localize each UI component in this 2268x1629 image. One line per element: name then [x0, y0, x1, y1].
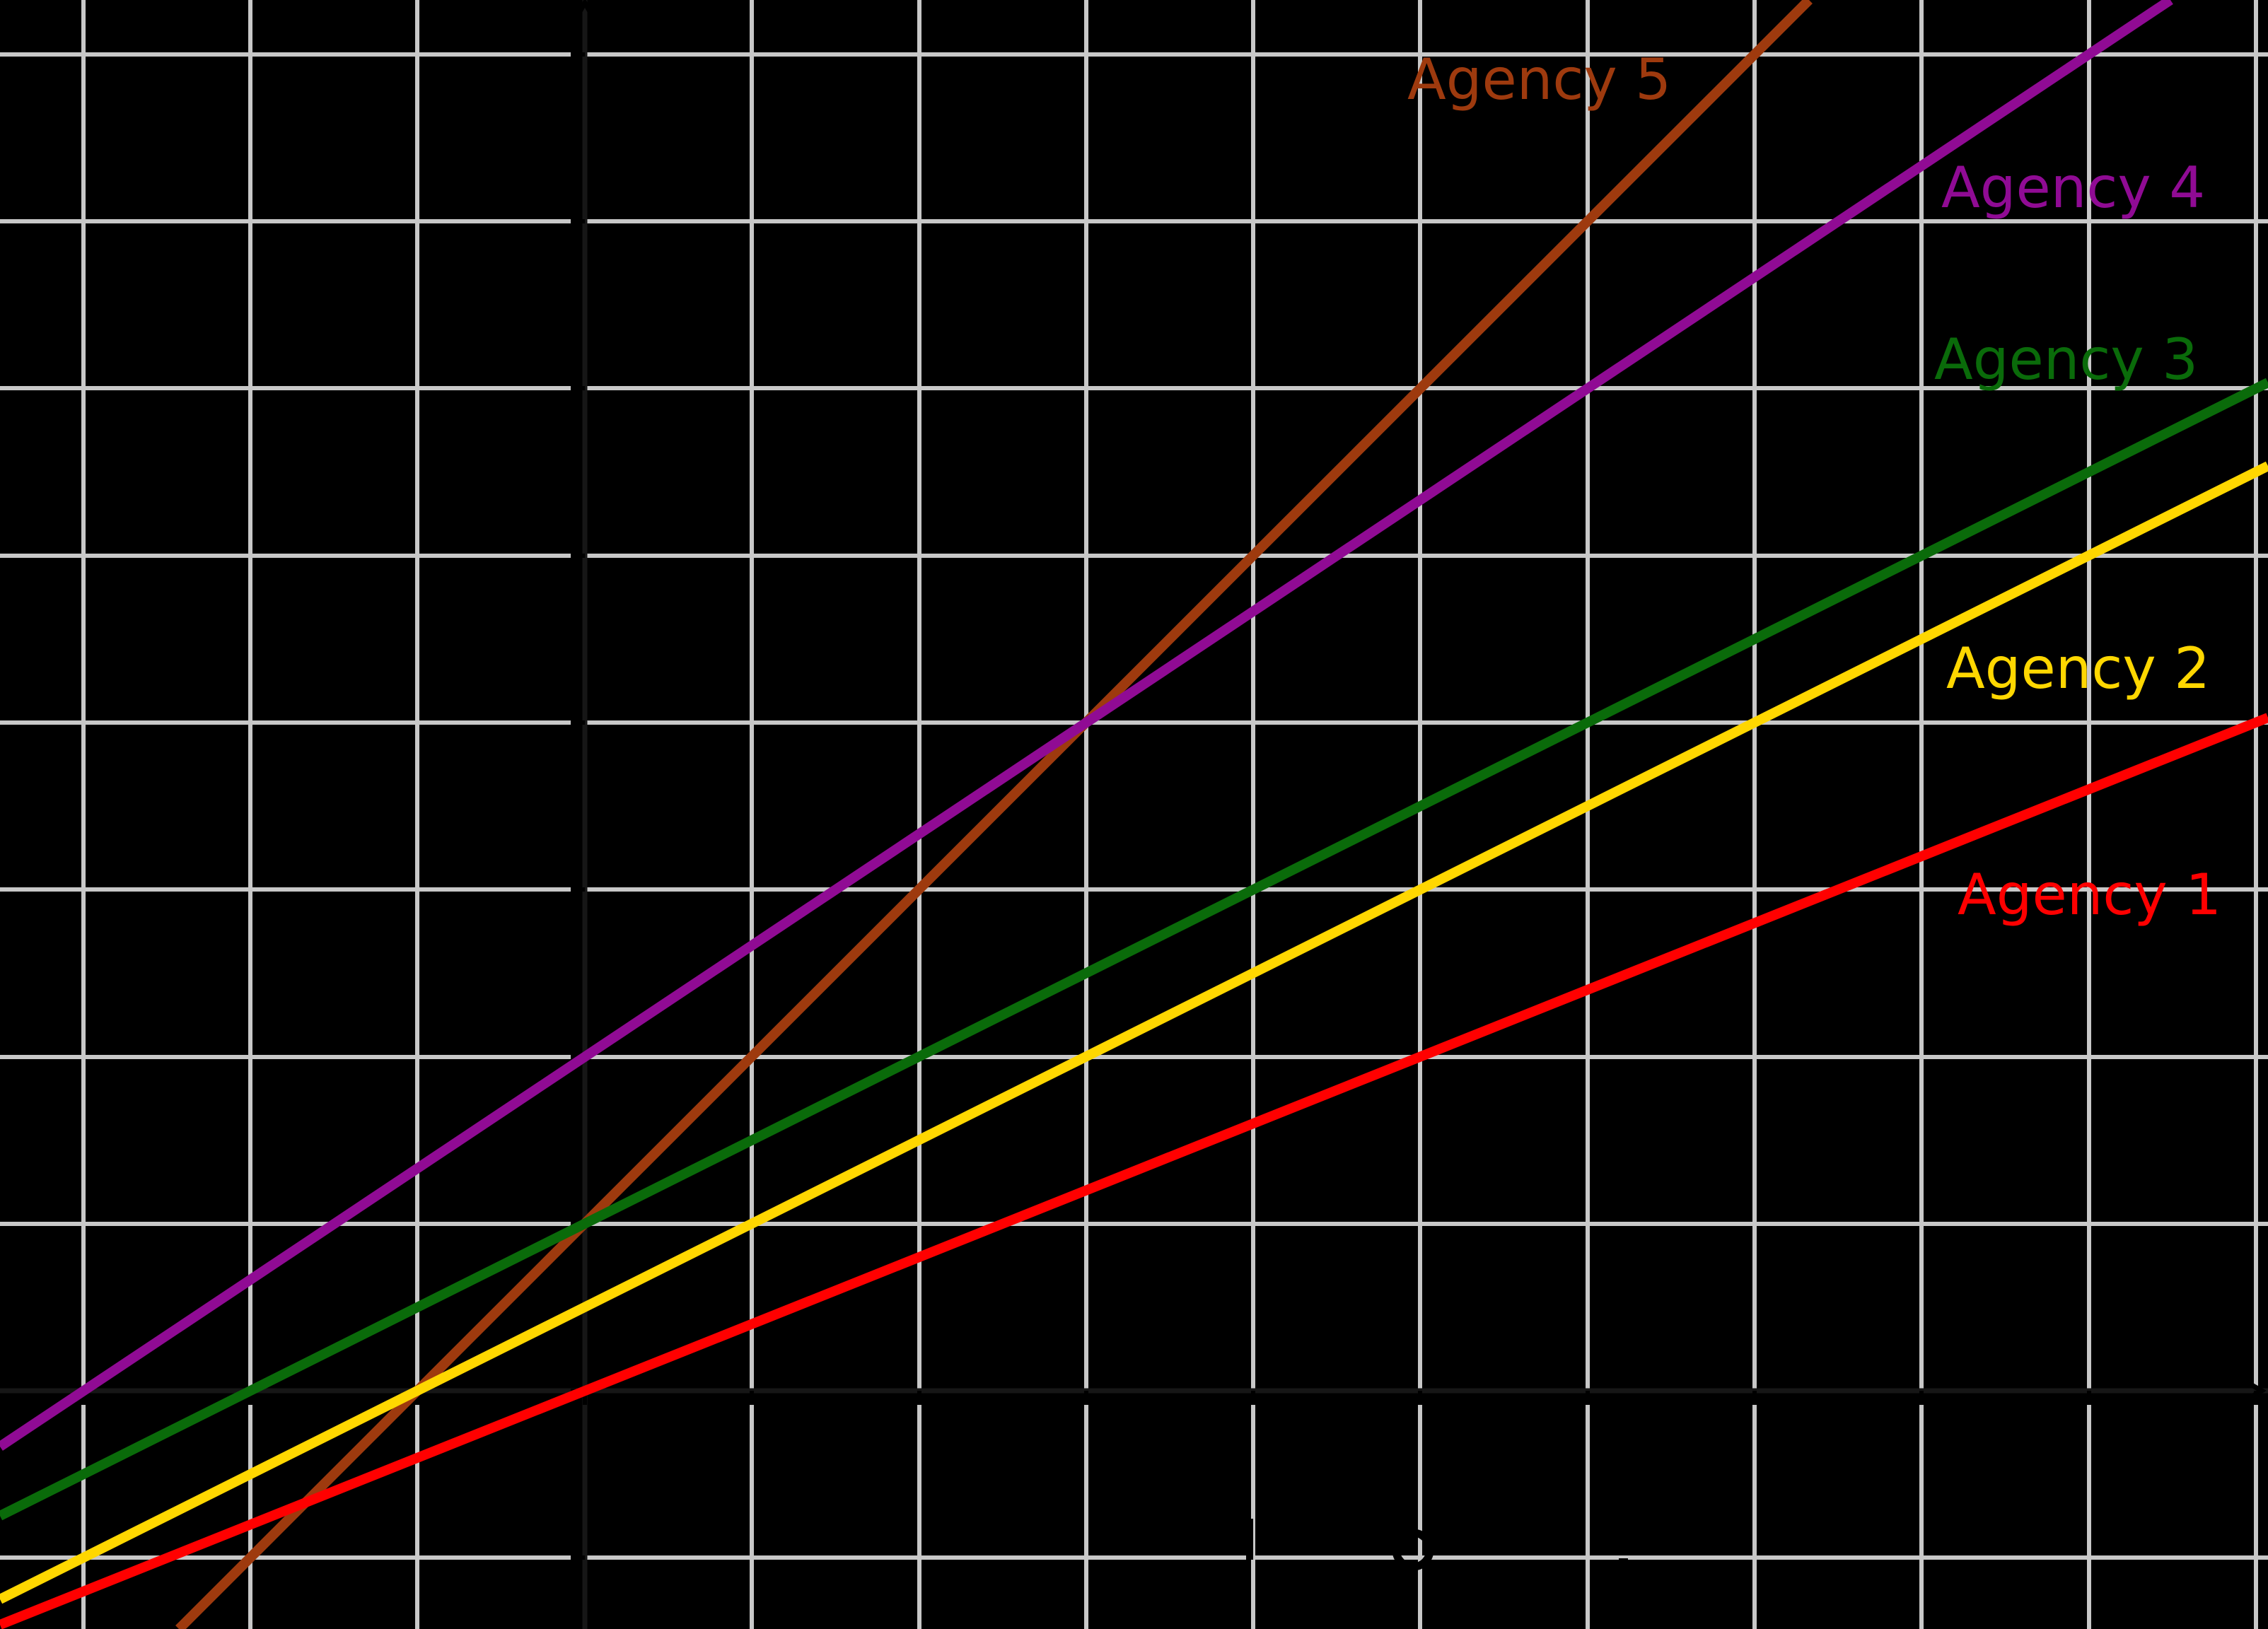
agency-5-label: Agency 5	[1407, 47, 1671, 112]
agency-4-line	[0, 0, 2173, 1451]
hidden-axis-text-fragment	[1392, 1529, 1434, 1571]
hidden-axis-text-fragment	[1246, 1519, 1253, 1560]
hidden-axis-text-fragment	[1619, 1558, 1628, 1584]
agency-3-label: Agency 3	[1934, 327, 2198, 392]
agency-1-line	[0, 713, 2268, 1629]
agency-1-label: Agency 1	[1958, 862, 2221, 928]
agency-5-line	[175, 0, 1813, 1629]
agency-2-label: Agency 2	[1946, 636, 2210, 701]
agency-2-line	[0, 461, 2268, 1604]
agency-3-line	[0, 378, 2268, 1521]
agency-4-label: Agency 4	[1941, 155, 2205, 221]
y-axis-arrowhead	[566, 0, 604, 33]
x-axis-arrowhead	[2232, 1372, 2267, 1410]
